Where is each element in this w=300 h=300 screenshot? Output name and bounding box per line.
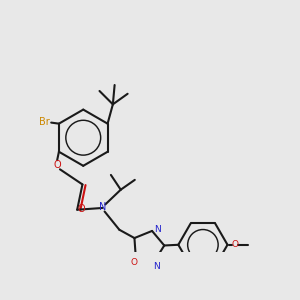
Text: O: O xyxy=(232,240,239,249)
Text: Br: Br xyxy=(39,117,50,127)
Text: N: N xyxy=(154,225,161,234)
Text: O: O xyxy=(130,258,137,267)
Text: O: O xyxy=(78,203,85,214)
Text: N: N xyxy=(153,262,160,271)
Text: O: O xyxy=(53,160,61,170)
Text: N: N xyxy=(99,202,106,212)
